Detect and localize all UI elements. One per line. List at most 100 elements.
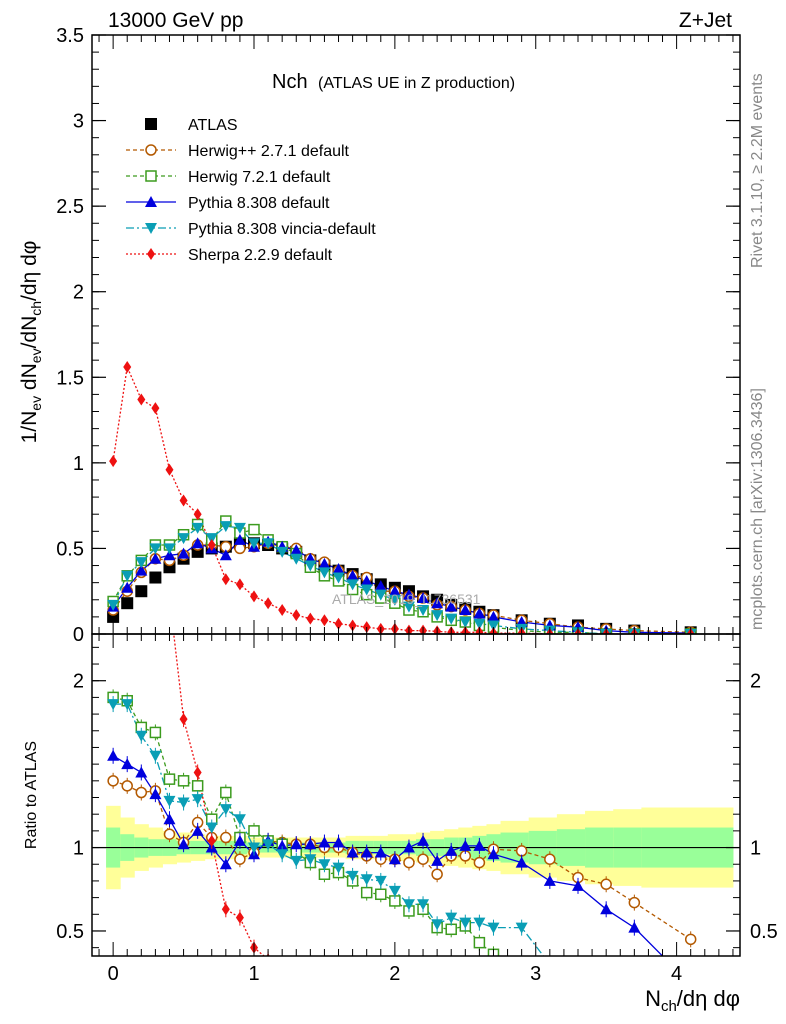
ratio-point-sherpa [377, 992, 385, 1004]
legend-label-herwig7: Herwig 7.2.1 default [188, 169, 331, 186]
legend-marker-pythia [145, 196, 157, 207]
ratio-point-vincia [628, 1009, 640, 1020]
point-sherpa [137, 393, 146, 406]
point-pythia [290, 544, 303, 556]
ratio-point-sherpa [391, 993, 399, 1005]
point-pythia [445, 600, 458, 612]
point-vincia [276, 546, 289, 558]
ratio-point-herwig7 [149, 726, 162, 739]
point-herwig7 [248, 523, 260, 536]
ratio-point-pythia [163, 813, 176, 825]
ratio-point-pythia [487, 848, 500, 860]
ratio-point-herwig7 [517, 1009, 527, 1019]
point-sherpa [278, 604, 287, 617]
ratio-line-herwigpp [112, 780, 692, 940]
point-sherpa [334, 617, 343, 630]
ratio-point-sherpa [335, 982, 343, 994]
point-vincia [219, 521, 232, 533]
point-pythia [346, 569, 359, 581]
point-pythia [459, 604, 472, 616]
ratio-point-herwig7 [177, 775, 190, 787]
point-vincia [473, 618, 486, 630]
point-vincia [445, 613, 458, 625]
ratio-y-tick-label: 2 [73, 671, 84, 693]
point-vincia [135, 557, 148, 569]
point-sherpa [123, 361, 132, 374]
point-vincia [248, 538, 260, 550]
ratio-point-herwigpp [403, 856, 415, 869]
point-pythia [163, 549, 176, 561]
ratio-point-pythia [149, 788, 162, 800]
y-axis-label: 1/Nev dNev/dNch/dη dφ [18, 241, 44, 444]
point-sherpa [151, 402, 160, 415]
point-sherpa [235, 578, 244, 591]
ratio-line-herwig7 [112, 696, 496, 956]
point-vincia [487, 620, 500, 632]
ratio-point-pythia [332, 836, 345, 848]
point-vincia [191, 522, 204, 534]
point-vincia [304, 560, 317, 572]
ratio-point-vincia [572, 1009, 584, 1020]
chart-subtitle: (ATLAS UE in Z production) [318, 75, 515, 92]
point-pythia [121, 581, 134, 593]
ratio-point-pythia [543, 874, 556, 886]
ratio-point-pythia [135, 766, 148, 778]
point-vincia [121, 570, 134, 582]
ratio-point-vincia [431, 919, 444, 931]
ratio-point-vincia [290, 855, 303, 867]
ratio-point-sherpa [433, 998, 441, 1010]
legend-label-herwigpp: Herwig++ 2.7.1 default [188, 143, 350, 160]
ratio-point-herwigpp [163, 828, 176, 840]
ratio-point-herwig7 [375, 888, 387, 901]
legend-marker-sherpa [147, 248, 155, 260]
point-herwigpp [234, 542, 246, 555]
ratio-point-herwigpp [600, 878, 612, 891]
point-pythia [177, 547, 190, 559]
ratio-point-herwigpp [234, 853, 246, 865]
ratio-point-vincia [346, 870, 359, 882]
ratio-point-vincia [304, 854, 317, 866]
point-pythia [332, 562, 345, 574]
y-tick-label: 0 [73, 624, 84, 646]
ratio-point-sherpa [518, 1002, 526, 1014]
point-pythia [473, 607, 486, 619]
ratio-line-pythia [112, 755, 664, 956]
point-pythia [431, 597, 444, 609]
point-vincia [374, 589, 387, 601]
ratio-point-pythia [459, 839, 472, 851]
ratio-point-pythia [515, 856, 528, 868]
ratio-point-herwig7 [629, 1009, 639, 1019]
ratio-point-vincia [473, 917, 486, 929]
ratio-point-sherpa [320, 978, 328, 990]
series-line-vincia [112, 525, 691, 634]
point-atlas [121, 597, 134, 610]
ratio-point-herwig7 [191, 780, 204, 792]
ratio-point-herwigpp [107, 775, 119, 787]
ratio-point-sherpa [574, 1008, 582, 1020]
point-vincia [459, 617, 472, 629]
ratio-point-sherpa [151, 341, 159, 353]
ratio-y-tick-label-right: 0.5 [750, 921, 778, 943]
ratio-point-vincia [233, 814, 246, 826]
header-right: Z+Jet [679, 9, 732, 32]
ratio-point-sherpa [306, 975, 314, 987]
x-tick-label: 2 [389, 963, 400, 985]
point-vincia [163, 543, 176, 555]
ratio-y-tick-label-right: 2 [750, 671, 761, 693]
point-pythia [149, 552, 162, 564]
ratio-point-vincia [487, 922, 500, 934]
legend-label-atlas: ATLAS [188, 117, 238, 134]
point-sherpa [193, 508, 202, 521]
ratio-point-vincia [248, 842, 260, 854]
ratio-point-vincia [318, 859, 331, 871]
ratio-point-vincia [149, 750, 162, 762]
ratio-point-sherpa [419, 997, 427, 1009]
header-left: 13000 GeV pp [108, 9, 243, 32]
point-sherpa [320, 614, 329, 627]
ratio-point-herwigpp [544, 853, 556, 865]
point-pythia [374, 580, 387, 592]
series-line-sherpa [112, 364, 691, 634]
ratio-point-pythia [318, 836, 331, 848]
ratio-point-vincia [417, 899, 430, 911]
point-pythia [318, 557, 331, 569]
